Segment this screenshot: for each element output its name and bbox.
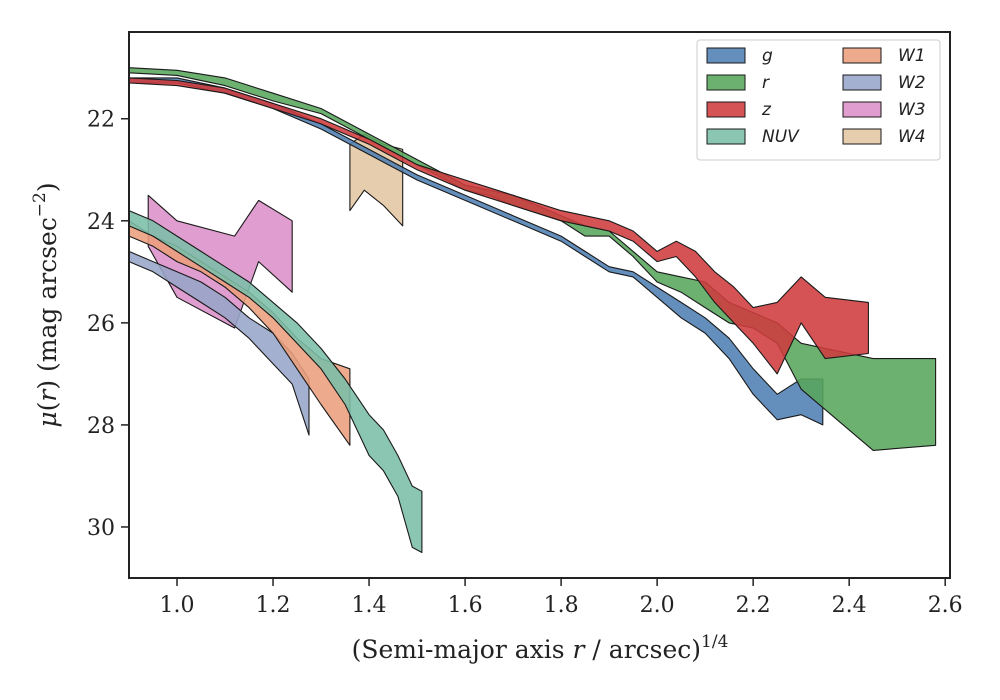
band-z (128, 77, 869, 375)
x-tick-label: 1.2 (256, 593, 291, 618)
legend-label-w2: W2 (898, 73, 926, 93)
y-tick-label: 22 (87, 108, 115, 133)
legend-swatch-w1 (842, 47, 882, 64)
legend-label-w4: W4 (898, 127, 926, 147)
y-tick-label: 30 (87, 516, 115, 541)
legend: grz NUV W1 W2 W3 W4 (696, 39, 941, 161)
legend-swatch-g (706, 47, 746, 64)
ticks-layer: 1.0 1.2 1.4 1.6 1.8 2.0 2.2 2.4 2.6 22 24 26 28 30 (87, 108, 963, 618)
band-nuv (128, 210, 423, 554)
legend-label-w3: W3 (898, 100, 926, 120)
y-axis-label: μ(r) (mag arcsec−2) (30, 182, 62, 427)
x-tick-label: 1.0 (160, 593, 195, 618)
band-w2 (128, 250, 310, 436)
plot-frame (128, 31, 951, 579)
band-g (128, 77, 824, 426)
x-tick-label: 2.2 (736, 593, 771, 618)
legend-label-z: z (761, 100, 772, 120)
x-tick-label: 1.6 (448, 593, 483, 618)
legend-swatch-r (706, 74, 746, 91)
legend-swatch-w2 (842, 74, 882, 91)
legend-label-nuv: NUV (762, 127, 800, 147)
legend-swatch-w4 (842, 128, 882, 145)
legend-label-w1: W1 (898, 46, 926, 66)
legend-swatch-w3 (842, 101, 882, 118)
y-tick-label: 28 (87, 414, 115, 439)
x-tick-label: 2.6 (928, 593, 963, 618)
legend-swatch-nuv (706, 128, 746, 145)
series-layer (128, 67, 937, 554)
legend-label-g: g (762, 46, 773, 66)
x-tick-label: 2.0 (640, 593, 675, 618)
y-tick-label: 24 (87, 210, 115, 235)
legend-swatch-z (706, 101, 746, 118)
legend-items: grz NUV W1 W2 W3 W4 (706, 46, 926, 147)
x-tick-label: 1.8 (544, 593, 579, 618)
legend-label-r: r (762, 73, 770, 93)
x-tick-label: 2.4 (832, 593, 867, 618)
x-tick-label: 1.4 (352, 593, 387, 618)
x-axis-label: (Semi-major axis r / arcsec)1/4 (352, 632, 729, 664)
y-tick-label: 26 (87, 312, 115, 337)
